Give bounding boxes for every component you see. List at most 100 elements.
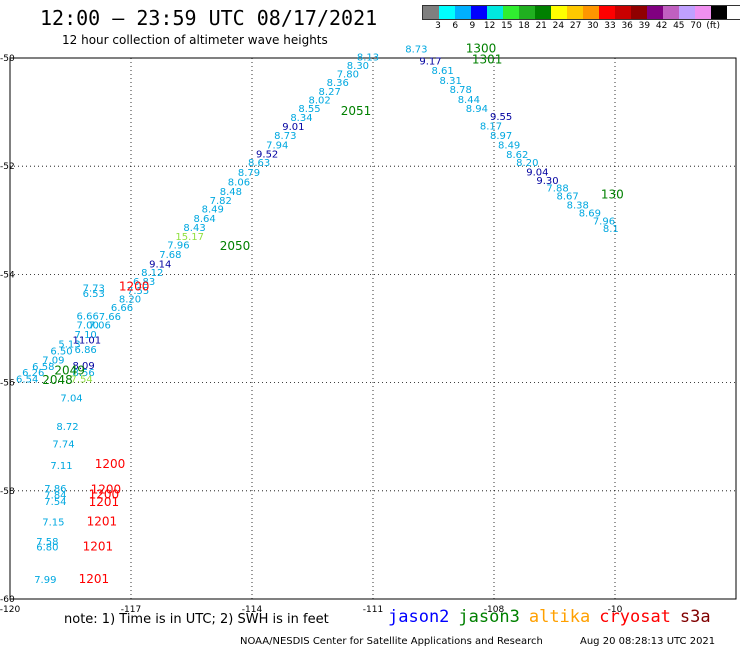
color-swatch	[567, 6, 583, 19]
color-scale-label: 70	[690, 21, 702, 31]
wave-height-label: 8.34	[290, 113, 312, 124]
color-swatch	[663, 6, 679, 19]
wave-height-label: 7.66	[99, 312, 121, 323]
time-label: 2051	[341, 104, 372, 118]
wave-height-label: 7.09	[42, 356, 64, 367]
x-tick-label: -10	[608, 605, 623, 615]
color-swatch	[679, 6, 695, 19]
color-scale-label: 36	[621, 21, 633, 31]
color-swatch	[647, 6, 663, 19]
wave-height-label: 8.56	[73, 368, 95, 379]
axis-ticks: -120 -117 -114 -111 -108 -10 -50 -52 -54 -56 -58 -6…	[0, 54, 623, 615]
wave-height-label: 8.36	[327, 78, 349, 89]
x-tick-label: -108	[484, 605, 505, 615]
wave-height-label: 8.55	[298, 104, 320, 115]
wave-height-label: 8.73	[405, 45, 427, 56]
wave-height-label: 8.48	[220, 187, 242, 198]
time-label: 2049	[54, 363, 85, 377]
footer-timestamp: Aug 20 08:28:13 UTC 2021	[580, 636, 716, 647]
wave-height-label: 6.80	[36, 542, 58, 553]
wave-height-label: 8.20	[119, 295, 141, 306]
color-swatch	[599, 6, 615, 19]
color-scale-label: 39	[638, 21, 651, 31]
wave-height-label: 6.66	[111, 303, 133, 314]
time-label: 130	[601, 188, 624, 202]
y-tick-label: -60	[0, 595, 15, 605]
color-swatch	[439, 6, 455, 19]
wave-height-label: 8.44	[458, 95, 480, 106]
wave-height-label: 8.61	[431, 66, 453, 77]
wave-height-label: 9.30	[536, 176, 558, 187]
wave-height-label: 6.83	[133, 277, 155, 288]
color-scale-label: 30	[587, 21, 599, 31]
wave-height-label: 6.86	[75, 345, 97, 356]
color-swatch	[535, 6, 551, 19]
wave-height-label: 8.38	[567, 200, 589, 211]
time-label: 1201	[83, 539, 114, 553]
wave-height-label: 7.82	[210, 196, 232, 207]
color-scale-label: 42	[655, 21, 668, 31]
color-scale-labels: 3 6 9 12 15 18 21 24 27 30 33 36 39 42 45 70 (ft)	[422, 20, 740, 34]
wave-height-label: 7.10	[75, 330, 97, 341]
wave-height-label: 7.99	[34, 575, 56, 586]
plot-grid	[10, 58, 736, 599]
color-scale-swatches	[422, 5, 740, 20]
wave-height-label: 8.94	[466, 104, 488, 115]
wave-height-label: 11.01	[73, 336, 102, 347]
color-swatch	[551, 6, 567, 19]
wave-height-label: 7.00	[77, 321, 99, 332]
footer-credit: NOAA/NESDIS Center for Satellite Applica…	[240, 636, 543, 647]
wave-height-label: 8.69	[579, 209, 601, 220]
color-swatch	[583, 6, 599, 19]
wave-height-label: 7.54	[71, 375, 93, 386]
wave-height-label: 7.96	[593, 217, 615, 228]
note-text: note: 1) Time is in UTC; 2) SWH is in fe…	[64, 612, 329, 627]
y-tick-label: -54	[0, 270, 15, 280]
color-scale-label: 15	[501, 21, 513, 31]
time-label: 1201	[79, 572, 110, 586]
wave-height-label: 8.73	[274, 131, 296, 142]
wave-height-label: 9.17	[419, 56, 441, 67]
color-scale-label: 24	[552, 21, 565, 31]
wave-height-label: 7.06	[89, 321, 111, 332]
color-swatch	[455, 6, 471, 19]
color-swatch	[631, 6, 647, 19]
wave-height-label: 8.02	[308, 95, 330, 106]
wave-height-label: 5.13	[58, 339, 80, 350]
wave-height-label: 8.63	[248, 158, 270, 169]
wave-height-label: 9.14	[149, 259, 171, 270]
color-swatch	[711, 6, 727, 19]
wave-height-label: 6.58	[32, 362, 54, 373]
time-label: 1201	[87, 514, 118, 528]
wave-height-label: 8.64	[194, 214, 216, 225]
wave-height-label: 8.31	[440, 76, 462, 87]
legend-s3a: s3a	[679, 607, 711, 627]
wave-height-label: 8.09	[73, 361, 95, 372]
time-label: 2048	[42, 373, 73, 387]
wave-height-label: 8.12	[141, 268, 163, 279]
wave-height-label: 8.67	[557, 192, 579, 203]
color-swatch	[695, 6, 711, 19]
wave-height-label: 7.68	[159, 250, 181, 261]
y-tick-label: -58	[0, 487, 15, 497]
legend-altika: altika	[528, 607, 591, 627]
wave-height-label: 7.94	[266, 140, 288, 151]
color-scale-label: 45	[673, 21, 685, 31]
wave-height-label: 8.62	[506, 150, 528, 161]
wave-height-label: 8.49	[498, 140, 520, 151]
wave-height-label: 8.43	[183, 223, 205, 234]
wave-height-label: 9.55	[490, 112, 512, 123]
color-scale-label: 12	[483, 21, 496, 31]
legend-jason2: jason2	[388, 607, 450, 627]
wave-height-label: 8.20	[516, 158, 538, 169]
wave-height-label: 7.74	[52, 440, 74, 451]
color-swatch	[423, 6, 439, 19]
chart-title: 12:00 – 23:59 UTC 08/17/2021	[40, 6, 378, 30]
data-points: 8.138.307.808.368.278.028.558.34 2051 9.01…	[16, 42, 624, 586]
x-tick-label: -120	[0, 605, 20, 615]
time-label: 1200	[119, 280, 150, 294]
y-tick-label: -52	[0, 162, 15, 172]
wave-height-label: 7.86	[44, 484, 66, 495]
wave-height-label: 8.49	[202, 205, 224, 216]
